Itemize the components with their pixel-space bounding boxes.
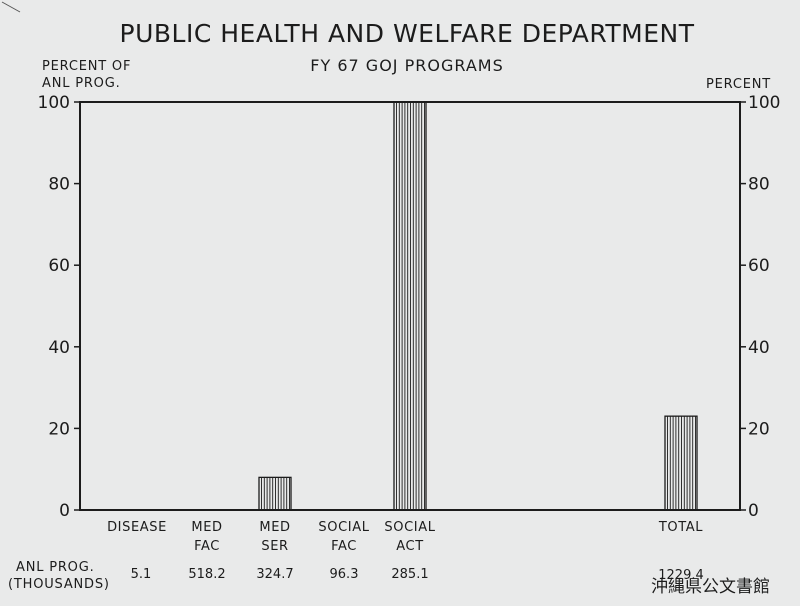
chart-subtitle: FY 67 GOJ PROGRAMS [310,56,503,75]
left-y-tick-label-3: 60 [48,256,70,276]
anl-prog-values: 5.1 518.2 324.7 96.3 285.1 1229.4 [131,567,704,583]
bar-5 [664,415,698,511]
left-y-tick-label-1: 20 [48,419,70,439]
right-y-tick-label-0: 0 [748,501,759,521]
category-labels: DISEASE MED FAC MED SER SOCIAL FAC SOCIAL ACT TOT… [107,520,703,554]
left-y-tick-label-4: 80 [48,175,70,195]
left-y-tick-label-0: 0 [59,501,70,521]
left-y-axis: 0 20 40 60 80 100 [38,93,80,521]
right-y-tick-label-3: 60 [748,256,770,276]
right-y-axis: 0 20 40 60 80 100 [740,93,780,521]
category-label-4-line2: ACT [396,539,423,554]
bar-outline-5 [664,415,698,511]
bar-4 [393,101,427,511]
anl-prog-value-0: 5.1 [131,567,152,582]
category-label-2-line1: MED [259,520,290,535]
anl-prog-value-1: 518.2 [188,567,225,582]
category-label-5-line1: TOTAL [658,520,703,535]
left-y-tick-label-5: 100 [38,93,70,113]
bar-2 [258,476,292,511]
category-label-4-line1: SOCIAL [384,520,435,535]
bar-outline-2 [258,476,292,511]
archive-stamp: 沖縄県公文書館 [651,577,770,597]
category-label-3-line1: SOCIAL [318,520,369,535]
category-label-1-line1: MED [191,520,222,535]
category-label-3-line2: FAC [331,539,357,554]
category-label-1-line2: FAC [194,539,220,554]
anl-prog-label-line2: (THOUSANDS) [8,577,110,592]
plot-frame [79,101,741,511]
corner-scratch [1,1,21,13]
right-y-tick-label-1: 20 [748,419,770,439]
anl-prog-value-2: 324.7 [256,567,293,582]
right-axis-label: PERCENT [706,77,771,92]
bars [258,101,698,511]
category-label-0-line1: DISEASE [107,520,167,535]
right-y-tick-label-4: 80 [748,175,770,195]
category-label-2-line2: SER [261,539,288,554]
left-axis-label-line1: PERCENT OF [42,59,131,74]
left-axis-label-line2: ANL PROG. [42,76,121,91]
anl-prog-value-4: 285.1 [391,567,428,582]
bar-outline-4 [393,101,427,511]
right-y-tick-label-2: 40 [748,338,770,358]
anl-prog-value-5: 1229.4 [658,568,704,583]
left-y-tick-label-2: 40 [48,338,70,358]
chart-title: PUBLIC HEALTH AND WELFARE DEPARTMENT [120,19,695,48]
anl-prog-label-line1: ANL PROG. [16,560,95,575]
anl-prog-value-3: 96.3 [330,567,359,582]
right-y-tick-label-5: 100 [748,93,780,113]
